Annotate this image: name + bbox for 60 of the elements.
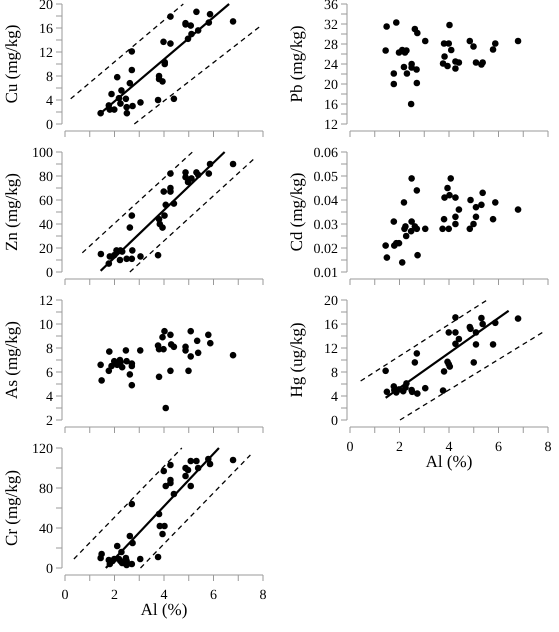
y-tick-label: 36 bbox=[324, 0, 338, 13]
y-tick-label: 20 bbox=[39, 0, 53, 13]
x-tick-label: 2 bbox=[111, 588, 118, 603]
y-tick-label: 20 bbox=[324, 294, 338, 309]
y-tick-label: 0.02 bbox=[314, 242, 338, 257]
y-tick-label: 16 bbox=[39, 22, 53, 37]
y-axis-title: As (mg/kg) bbox=[2, 321, 21, 399]
y-tick-label: 28 bbox=[324, 38, 338, 53]
y-tick-label: 0.03 bbox=[314, 218, 338, 233]
x-axis-title: Al (%) bbox=[426, 452, 472, 471]
y-tick-label: 12 bbox=[324, 342, 338, 357]
y-axis-title: Hg (ug/kg) bbox=[287, 322, 306, 398]
y-tick-label: 12 bbox=[39, 294, 53, 309]
y-tick-label: 120 bbox=[32, 442, 53, 457]
y-tick-label: 24 bbox=[324, 58, 338, 73]
y-tick-label: 20 bbox=[324, 78, 338, 93]
y-tick-label: 8 bbox=[331, 366, 338, 381]
y-axis-title: Pb (mg/kg) bbox=[287, 26, 306, 102]
y-tick-label: 4 bbox=[46, 390, 53, 405]
y-tick-label: 0 bbox=[46, 118, 53, 133]
y-tick-label: 8 bbox=[46, 342, 53, 357]
y-tick-label: 0.06 bbox=[314, 146, 338, 161]
y-tick-label: 4 bbox=[46, 94, 53, 109]
x-tick-label: 4 bbox=[446, 440, 452, 455]
y-tick-label: 0 bbox=[46, 562, 53, 577]
y-tick-label: 0 bbox=[331, 414, 338, 429]
y-tick-label: 10 bbox=[39, 318, 53, 333]
x-tick-label: 8 bbox=[260, 588, 266, 603]
y-tick-label: 8 bbox=[46, 70, 53, 85]
y-tick-label: 16 bbox=[324, 98, 338, 113]
x-tick-label: 4 bbox=[160, 588, 168, 603]
x-tick-label: 8 bbox=[544, 440, 552, 455]
y-axis-title: Cd (mg/kg) bbox=[287, 172, 306, 252]
y-tick-label: 0.05 bbox=[314, 170, 338, 185]
y-tick-label: 0.01 bbox=[314, 266, 338, 281]
y-axis-title: Zn (mg/kg) bbox=[2, 173, 21, 251]
x-tick-label: 2 bbox=[396, 440, 403, 455]
x-tick-label: 6 bbox=[495, 440, 502, 455]
y-tick-label: 40 bbox=[39, 522, 53, 537]
x-tick-label: 0 bbox=[62, 588, 68, 603]
y-tick-label: 80 bbox=[39, 482, 53, 497]
y-tick-label: 12 bbox=[39, 46, 53, 61]
y-axis-title: Cr (mg/kg) bbox=[2, 470, 21, 546]
x-tick-label: 0 bbox=[346, 440, 354, 455]
y-tick-label: 40 bbox=[39, 218, 53, 233]
x-axis-title: Al (%) bbox=[140, 600, 188, 619]
y-tick-label: 12 bbox=[324, 118, 338, 133]
y-tick-label: 16 bbox=[324, 318, 338, 333]
y-tick-label: 60 bbox=[39, 194, 53, 209]
y-tick-label: 32 bbox=[324, 18, 338, 33]
x-tick-label: 6 bbox=[210, 588, 217, 603]
y-tick-label: 2 bbox=[46, 414, 53, 429]
y-axis-title: Cu (mg/kg) bbox=[2, 24, 21, 104]
y-tick-label: 4 bbox=[331, 390, 338, 405]
y-tick-label: 20 bbox=[39, 242, 53, 257]
y-tick-label: 0 bbox=[46, 266, 53, 281]
y-tick-label: 0.04 bbox=[314, 194, 338, 209]
y-tick-label: 100 bbox=[32, 146, 53, 161]
y-tick-label: 6 bbox=[46, 366, 53, 381]
y-tick-label: 80 bbox=[39, 170, 53, 185]
